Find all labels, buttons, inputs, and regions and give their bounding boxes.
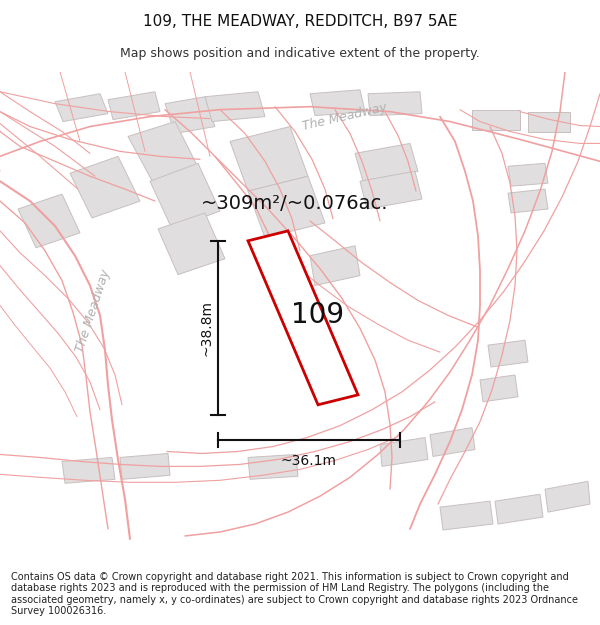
Text: ~309m²/~0.076ac.: ~309m²/~0.076ac.	[201, 194, 389, 213]
Polygon shape	[108, 92, 160, 119]
Polygon shape	[360, 171, 422, 209]
Polygon shape	[508, 163, 548, 186]
Polygon shape	[55, 94, 108, 121]
Polygon shape	[150, 163, 220, 229]
Polygon shape	[545, 481, 590, 512]
Polygon shape	[158, 213, 225, 274]
Polygon shape	[230, 126, 308, 191]
Text: ~36.1m: ~36.1m	[281, 454, 337, 469]
Polygon shape	[248, 454, 298, 479]
Polygon shape	[62, 458, 115, 483]
Text: Map shows position and indicative extent of the property.: Map shows position and indicative extent…	[120, 48, 480, 61]
Polygon shape	[128, 121, 200, 186]
Polygon shape	[480, 375, 518, 402]
Polygon shape	[380, 438, 428, 466]
Polygon shape	[70, 156, 140, 218]
Polygon shape	[440, 501, 493, 530]
Polygon shape	[488, 340, 528, 367]
Polygon shape	[205, 92, 265, 121]
Text: ~38.8m: ~38.8m	[199, 300, 213, 356]
Text: The Meadway: The Meadway	[73, 268, 113, 354]
Polygon shape	[528, 112, 570, 131]
Polygon shape	[165, 97, 215, 134]
Polygon shape	[495, 494, 543, 524]
Polygon shape	[430, 428, 475, 456]
Polygon shape	[310, 246, 360, 286]
Polygon shape	[355, 143, 418, 181]
Polygon shape	[472, 109, 520, 129]
Polygon shape	[18, 194, 80, 248]
Polygon shape	[248, 231, 358, 405]
Text: 109: 109	[292, 301, 344, 329]
Text: The Meadway: The Meadway	[301, 101, 389, 132]
Polygon shape	[508, 189, 548, 213]
Polygon shape	[120, 454, 170, 479]
Polygon shape	[310, 90, 365, 116]
Polygon shape	[368, 92, 422, 116]
Text: Contains OS data © Crown copyright and database right 2021. This information is : Contains OS data © Crown copyright and d…	[11, 571, 578, 616]
Text: 109, THE MEADWAY, REDDITCH, B97 5AE: 109, THE MEADWAY, REDDITCH, B97 5AE	[143, 14, 457, 29]
Polygon shape	[248, 176, 325, 238]
